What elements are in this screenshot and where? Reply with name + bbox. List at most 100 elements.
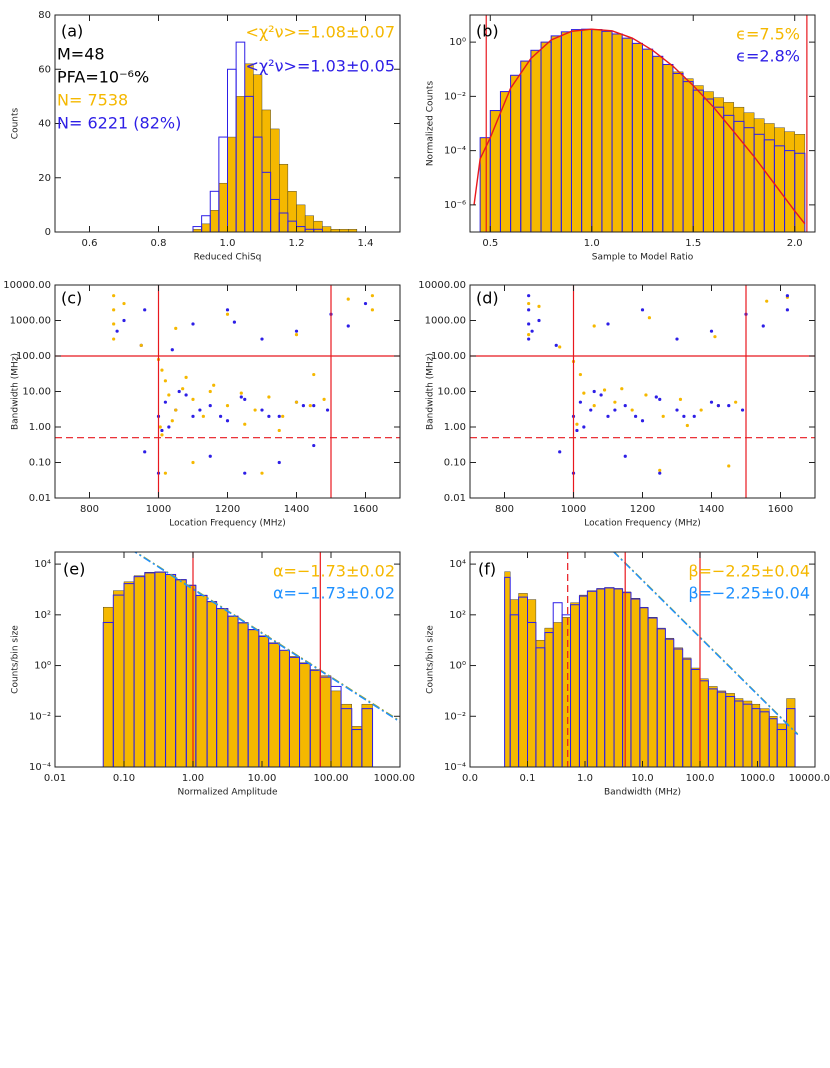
scatter-point [163,379,167,383]
scatter-point [675,408,679,412]
y-tick-label: 10⁻² [444,711,466,722]
scatter-point [167,393,171,397]
histogram-bar [699,678,709,767]
x-tick-label: 800 [80,504,99,515]
histogram-bar [133,575,145,767]
histogram-bar [708,686,718,767]
scatter-point [537,318,541,323]
y-tick-label: 0.01 [444,493,466,504]
histogram-bar [206,601,217,767]
histogram-bar [113,590,125,767]
scatter-point [239,395,243,399]
scatter-point [554,343,558,347]
y-tick-label: 10² [449,610,466,621]
histogram-bar [247,629,260,767]
scatter-point [260,337,264,341]
x-tick-label: 10000.0 [789,773,830,784]
scatter-point [785,308,790,312]
histogram-bar [682,78,694,232]
histogram-bar [123,581,135,767]
histogram-bar [642,48,653,232]
histogram-bar [504,571,511,767]
scatter-point [346,297,350,301]
annotation: (d) [476,289,499,308]
scatter-point [294,400,299,404]
model-line [133,552,400,723]
scatter-point [606,322,610,326]
histogram-bar [216,608,229,767]
x-axis-label: Location Frequency (MHz) [584,519,701,529]
histogram-bar [622,591,632,767]
y-tick-label: 10⁻² [29,711,51,722]
histogram-bar [235,96,245,232]
scatter-point [312,404,316,408]
scatter-point [163,471,167,475]
y-tick-label: 10⁻⁴ [29,762,51,773]
scatter-point [606,414,610,418]
histogram-bar [258,635,269,767]
scatter-point [527,337,531,341]
y-axis-label: Bandwidth (MHz) [11,353,21,430]
y-tick-label: 10⁻⁶ [444,200,466,211]
scatter-point [160,433,164,437]
scatter-point [267,395,271,399]
scatter-point [527,333,531,337]
histogram-bar [587,590,597,767]
scatter-point [620,387,624,391]
x-axis-label: Bandwidth (MHz) [604,788,681,798]
scatter-point [112,322,116,326]
annotation: N= 7538 [57,91,128,110]
scatter-point [253,408,257,412]
histogram-bar [296,204,306,232]
x-tick-label: 1.5 [685,238,701,249]
histogram-bar [630,598,641,767]
histogram-bar [227,615,239,767]
scatter-point [184,393,188,397]
annotation: α=−1.73±0.02 [273,562,395,581]
model-line [612,552,799,736]
histogram-bar [774,127,785,232]
annotation: (c) [61,289,82,308]
scatter-point [243,397,247,401]
scatter-point [112,308,116,312]
histogram-bar [693,85,704,232]
y-tick-label: 20 [38,173,51,184]
scatter-point [312,372,316,377]
annotation: N= 6221 (82%) [57,114,181,133]
scatter-point [122,318,126,323]
histogram-bar [540,41,552,232]
y-tick-label: 10⁻² [444,91,466,102]
x-tick-label: 0.8 [151,238,167,249]
x-tick-label: 0.01 [44,773,66,784]
scatter-point [537,304,541,308]
scatter-point [158,425,162,429]
scatter-point [634,414,638,418]
histogram-bar [348,229,358,232]
histogram-bar [601,31,613,232]
histogram-bar [613,588,623,767]
y-tick-label: 10⁰ [449,661,466,672]
y-tick-label: 1.00 [29,422,51,433]
scatter-point [163,400,167,404]
histogram-bar [195,594,208,767]
y-tick-label: 80 [38,10,51,21]
histogram-bar [175,579,187,767]
histogram-bar [690,667,701,767]
scatter-point [685,423,689,428]
histogram-bar [510,75,521,232]
histogram-bar [733,106,745,232]
histogram-bar [330,690,342,767]
histogram-bar [703,91,714,232]
histogram-bar [725,693,735,767]
histogram-bar [261,109,271,232]
scatter-point [682,414,686,418]
histogram-bar [579,594,588,767]
y-axis-label: Bandwidth (MHz) [426,353,436,430]
x-tick-label: 10.0 [631,773,653,784]
histogram-bar [287,191,297,232]
histogram-bar [581,28,592,232]
plot-frame [469,14,816,233]
y-tick-label: 10.00 [22,387,51,398]
x-tick-label: 100.00 [314,773,349,784]
scatter-point [623,454,627,458]
